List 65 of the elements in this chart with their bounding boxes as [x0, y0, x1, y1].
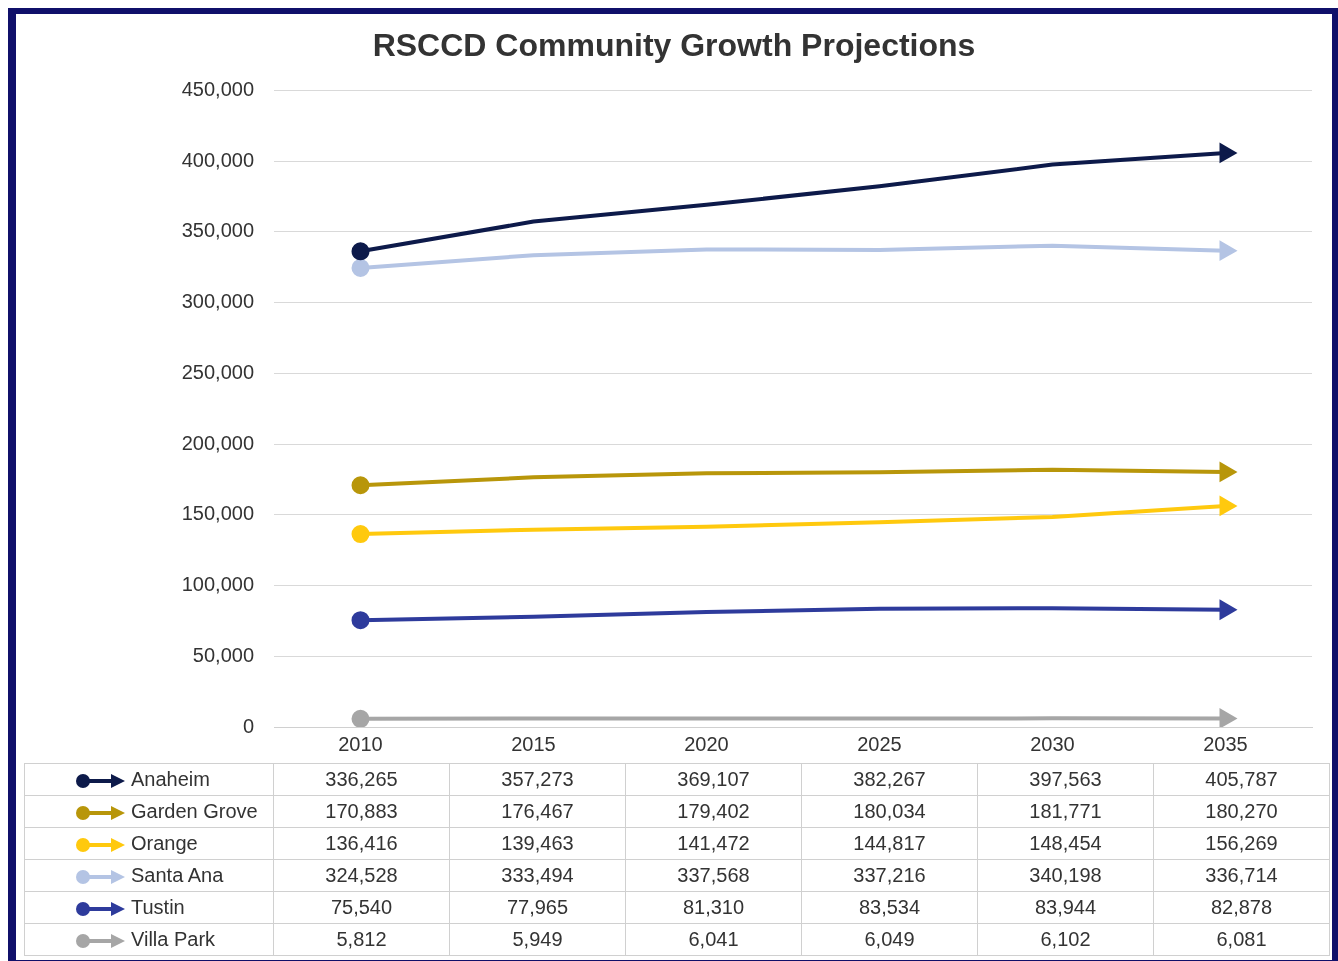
data-label: 324,528 — [273, 859, 450, 892]
data-label: 75,540 — [273, 891, 450, 924]
point — [351, 709, 370, 727]
data-label: 136,416 — [273, 827, 450, 860]
y-tick-label: 50,000 — [192, 643, 254, 666]
x-tick-label: 2030 — [1030, 732, 1075, 755]
data-label: 156,269 — [1153, 827, 1330, 860]
data-label: 397,563 — [977, 763, 1154, 796]
legend-label: Tustin — [131, 896, 185, 918]
y-tick-label: 0 — [242, 714, 254, 737]
data-label: 144,817 — [801, 827, 978, 860]
y-tick-label: 250,000 — [181, 360, 254, 383]
legend-label: Anaheim — [131, 768, 210, 790]
data-label: 405,787 — [1153, 763, 1330, 796]
data-label: 77,965 — [449, 891, 626, 924]
data-label: 5,812 — [273, 923, 450, 956]
legend-label: Orange — [131, 832, 198, 854]
data-label: 369,107 — [625, 763, 802, 796]
data-label: 141,472 — [625, 827, 802, 860]
point — [351, 242, 370, 261]
point — [351, 476, 370, 495]
data-label: 148,454 — [977, 827, 1154, 860]
data-label: 337,216 — [801, 859, 978, 892]
data-label: 336,265 — [273, 763, 450, 796]
point — [351, 611, 370, 630]
data-label: 382,267 — [801, 763, 978, 796]
data-label: 83,944 — [977, 891, 1154, 924]
x-tick-label: 2025 — [857, 732, 902, 755]
data-label: 81,310 — [625, 891, 802, 924]
data-label: 336,714 — [1153, 859, 1330, 892]
y-tick-label: 150,000 — [181, 502, 254, 525]
y-tick-label: 450,000 — [181, 77, 254, 100]
point — [351, 525, 370, 544]
data-label: 6,102 — [977, 923, 1154, 956]
y-tick-label: 400,000 — [181, 148, 254, 171]
x-tick-label: 2035 — [1203, 732, 1248, 755]
chart-title: RSCCD Community Growth Projections — [372, 27, 976, 64]
legend-label: Garden Grove — [131, 800, 258, 822]
x-tick-label: 2010 — [338, 732, 383, 755]
data-label: 82,878 — [1153, 891, 1330, 924]
y-tick-label: 350,000 — [181, 219, 254, 242]
y-tick-label: 300,000 — [181, 290, 254, 313]
y-tick-label: 200,000 — [181, 431, 254, 454]
y-tick-label: 100,000 — [181, 573, 254, 596]
data-label: 337,568 — [625, 859, 802, 892]
data-label: 333,494 — [449, 859, 626, 892]
data-label: 83,534 — [801, 891, 978, 924]
data-label: 6,049 — [801, 923, 978, 956]
data-label: 340,198 — [977, 859, 1154, 892]
data-label: 6,081 — [1153, 923, 1330, 956]
x-tick-label: 2020 — [684, 732, 729, 755]
data-label: 357,273 — [449, 763, 626, 796]
data-label: 139,463 — [449, 827, 626, 860]
data-label: 5,949 — [449, 923, 626, 956]
data-label: 176,467 — [449, 795, 626, 828]
data-label: 170,883 — [273, 795, 450, 828]
data-label: 181,771 — [977, 795, 1154, 828]
data-label: 180,270 — [1153, 795, 1330, 828]
data-label: 180,034 — [801, 795, 978, 828]
data-label: 6,041 — [625, 923, 802, 956]
legend-label: Villa Park — [131, 928, 216, 950]
legend-label: Santa Ana — [131, 864, 224, 886]
point — [351, 258, 370, 277]
data-label: 179,402 — [625, 795, 802, 828]
x-tick-label: 2015 — [511, 732, 556, 755]
